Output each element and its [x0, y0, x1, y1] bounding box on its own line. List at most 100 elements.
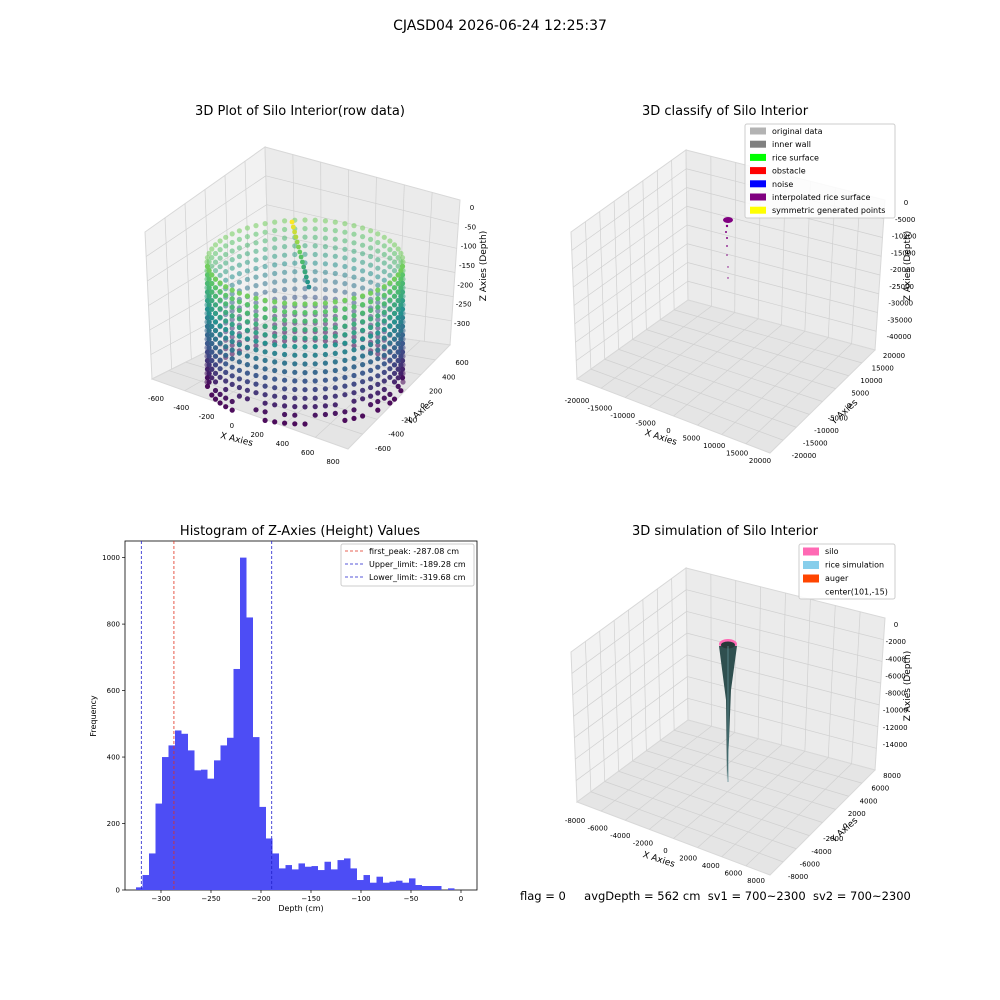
p1-point	[282, 386, 287, 391]
p1-point	[342, 392, 347, 397]
p1-point	[333, 220, 338, 225]
p2-y-tick: 5000	[851, 390, 869, 398]
p1-point	[323, 412, 328, 417]
p1-point	[245, 302, 250, 307]
footer-flag: flag = 0	[520, 889, 566, 903]
p1-point	[272, 308, 277, 313]
p1-point	[302, 319, 307, 324]
p1-z-tick: -50	[465, 223, 476, 231]
p1-point	[387, 315, 392, 320]
p2-point	[726, 225, 728, 227]
p1-point	[392, 260, 397, 265]
p1-point	[387, 349, 392, 354]
p1-point	[302, 396, 307, 401]
p4-y-tick: -6000	[800, 860, 820, 868]
p3-x-ticks: −300 −250 −200 −150 −100 −50 0	[151, 890, 463, 903]
p1-z-tick: -200	[457, 281, 473, 289]
p1-point	[382, 278, 387, 283]
p1-point	[392, 337, 397, 342]
p1-point	[387, 375, 392, 380]
p1-point	[237, 368, 242, 373]
p1-point	[263, 306, 268, 311]
p1-point	[351, 339, 356, 344]
p1-point	[333, 334, 338, 339]
p1-point	[342, 418, 347, 423]
p1-point	[213, 311, 218, 316]
p3-bar	[182, 734, 189, 890]
p1-point	[263, 409, 268, 414]
p1-point	[387, 247, 392, 252]
p4-y-tick: -4000	[811, 848, 831, 856]
p1-point	[382, 260, 387, 265]
p1-point	[392, 268, 397, 273]
p1-y-tick: 400	[442, 373, 455, 381]
p4-legend-label: center(101,-15)	[825, 588, 888, 597]
p1-point	[218, 238, 223, 243]
p4-y-tick: 2000	[848, 810, 866, 818]
p1-point	[209, 307, 214, 312]
p1-point	[272, 368, 277, 373]
p1-point	[396, 315, 401, 320]
p1-point	[292, 378, 297, 383]
p1-point	[396, 246, 401, 251]
p2-z-tick: 0	[904, 199, 908, 207]
p1-point	[237, 385, 242, 390]
p1-point	[360, 345, 365, 350]
p1-point	[323, 326, 328, 331]
p1-point	[263, 273, 268, 278]
p1-point	[387, 332, 392, 337]
p1-point	[313, 353, 318, 358]
p1-point	[292, 318, 297, 323]
p1-point	[313, 378, 318, 383]
p1-point	[223, 336, 228, 341]
p1-point	[302, 226, 307, 231]
p1-point	[292, 387, 297, 392]
p1-point	[237, 291, 242, 296]
p4-legend-swatch	[803, 548, 819, 556]
p1-point	[218, 315, 223, 320]
p4-z-tick: -2000	[886, 638, 906, 646]
p1-point	[360, 277, 365, 282]
p1-point	[253, 266, 258, 271]
p1-point	[323, 386, 328, 391]
p1-point	[263, 290, 268, 295]
panel1-3d-axes: -600-400-2000200400600800 -600-400-20002…	[145, 147, 489, 466]
p1-point	[237, 325, 242, 330]
p1-point	[272, 342, 277, 347]
p1-point	[213, 379, 218, 384]
p1-point	[323, 261, 328, 266]
p1-point	[253, 322, 258, 327]
p1-point	[333, 377, 338, 382]
p1-point	[282, 227, 287, 232]
p1-point	[302, 217, 307, 222]
p1-point	[360, 225, 365, 230]
p1-point	[351, 249, 356, 254]
p1-point	[237, 342, 242, 347]
p1-point	[375, 248, 380, 253]
p1-y-tick: -600	[375, 445, 391, 453]
p1-point	[387, 340, 392, 345]
p1-point	[382, 293, 387, 298]
p1-point	[387, 400, 392, 405]
p4-x-tick: -2000	[633, 840, 653, 848]
p2-legend-label: interpolated rice surface	[772, 193, 870, 202]
p1-point	[263, 366, 268, 371]
p1-point	[392, 345, 397, 350]
p4-z-tick: -12000	[883, 724, 908, 732]
p1-point	[218, 273, 223, 278]
p3-bar	[234, 669, 241, 890]
p1-point	[209, 315, 214, 320]
p1-point	[387, 298, 392, 303]
p1-point	[237, 351, 242, 356]
p1-point	[382, 269, 387, 274]
p2-y-tick: 15000	[872, 365, 894, 373]
p3-x-tick: −250	[201, 895, 220, 903]
p1-point	[218, 289, 223, 294]
p1-point	[292, 413, 297, 418]
p1-point	[368, 394, 373, 399]
p1-point	[302, 370, 307, 375]
p1-point	[387, 306, 392, 311]
p1-point	[292, 361, 297, 366]
p2-point	[725, 231, 727, 233]
p1-point	[223, 301, 228, 306]
